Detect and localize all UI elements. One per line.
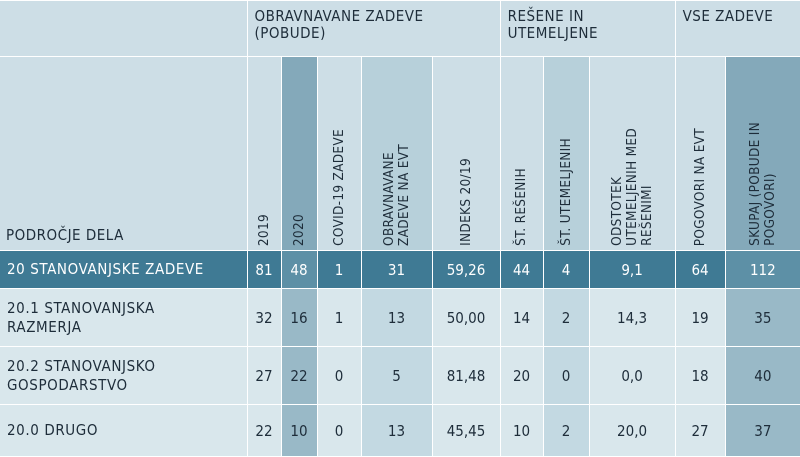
table-row: 20.2 STANOVANJSKO GOSPODARSTVO 27 22 0 5 … xyxy=(0,346,800,405)
value-2020: 10 xyxy=(280,404,318,457)
table-row: 20.1 STANOVANJSKA RAZMERJA 32 16 1 13 50,… xyxy=(0,288,800,347)
value-covid: 0 xyxy=(316,346,362,405)
table-row: 20.0 DRUGO 22 10 0 13 45,45 10 2 20,0 27… xyxy=(0,404,800,457)
value-talks: 19 xyxy=(674,288,726,347)
value-justified: 0 xyxy=(542,346,590,405)
area-cell: 20.1 STANOVANJSKA RAZMERJA xyxy=(0,288,248,347)
value-total: 112 xyxy=(724,250,800,289)
value-justified: 2 xyxy=(542,404,590,457)
value-index: 45,45 xyxy=(431,404,501,457)
value-2019: 81 xyxy=(246,250,282,289)
value-talks: 27 xyxy=(674,404,726,457)
table-row: 20 STANOVANJSKE ZADEVE 81 48 1 31 59,26 … xyxy=(0,250,800,289)
value-2020: 22 xyxy=(280,346,318,405)
value-percentage: 14,3 xyxy=(588,288,676,347)
value-handled-evt: 13 xyxy=(360,288,433,347)
value-handled-evt: 5 xyxy=(360,346,433,405)
value-covid: 0 xyxy=(316,404,362,457)
value-index: 81,48 xyxy=(431,346,501,405)
col-handled-evt-header: OBRAVNAVANE ZADEVE NA EVT xyxy=(360,56,433,251)
value-handled-evt: 31 xyxy=(360,250,433,289)
value-total: 35 xyxy=(724,288,800,347)
value-talks: 18 xyxy=(674,346,726,405)
value-percentage: 0,0 xyxy=(588,346,676,405)
area-cell: 20.2 STANOVANJSKO GOSPODARSTVO xyxy=(0,346,248,405)
col-index-header: INDEKS 20/19 xyxy=(431,56,501,251)
area-column-header: PODROČJE DELA xyxy=(0,56,248,251)
value-resolved: 44 xyxy=(499,250,544,289)
value-handled-evt: 13 xyxy=(360,404,433,457)
value-covid: 1 xyxy=(316,250,362,289)
value-2019: 22 xyxy=(246,404,282,457)
value-justified: 4 xyxy=(542,250,590,289)
value-2020: 16 xyxy=(280,288,318,347)
group-handled: OBRAVNAVANE ZADEVE (POBUDE) xyxy=(246,0,501,57)
value-covid: 1 xyxy=(316,288,362,347)
value-total: 37 xyxy=(724,404,800,457)
col-2019-header: 2019 xyxy=(246,56,282,251)
empty-header-cell xyxy=(0,0,248,57)
value-justified: 2 xyxy=(542,288,590,347)
value-2019: 32 xyxy=(246,288,282,347)
value-index: 50,00 xyxy=(431,288,501,347)
col-talks-header: POGOVORI NA EVT xyxy=(674,56,726,251)
col-total-header: SKUPAJ (POBUDE IN POGOVORI) xyxy=(724,56,800,251)
value-talks: 64 xyxy=(674,250,726,289)
value-total: 40 xyxy=(724,346,800,405)
col-2020-header: 2020 xyxy=(280,56,318,251)
col-resolved-header: ŠT. REŠENIH xyxy=(499,56,544,251)
value-percentage: 9,1 xyxy=(588,250,676,289)
value-resolved: 10 xyxy=(499,404,544,457)
value-2019: 27 xyxy=(246,346,282,405)
value-index: 59,26 xyxy=(431,250,501,289)
value-2020: 48 xyxy=(280,250,318,289)
col-justified-header: ŠT. UTEMELJENIH xyxy=(542,56,590,251)
area-cell: 20 STANOVANJSKE ZADEVE xyxy=(0,250,248,289)
column-header-row: PODROČJE DELA 2019 2020 COVID-19 ZADEVE … xyxy=(0,56,800,251)
value-percentage: 20,0 xyxy=(588,404,676,457)
group-all: VSE ZADEVE xyxy=(674,0,800,57)
value-resolved: 14 xyxy=(499,288,544,347)
group-resolved: REŠENE IN UTEMELJENE xyxy=(499,0,676,57)
value-resolved: 20 xyxy=(499,346,544,405)
col-covid-header: COVID-19 ZADEVE xyxy=(316,56,362,251)
col-percentage-header: ODSTOTEK UTEMELJENIH MED REŠENIMI xyxy=(588,56,676,251)
area-cell: 20.0 DRUGO xyxy=(0,404,248,457)
group-header-row: OBRAVNAVANE ZADEVE (POBUDE) REŠENE IN UT… xyxy=(0,0,800,57)
